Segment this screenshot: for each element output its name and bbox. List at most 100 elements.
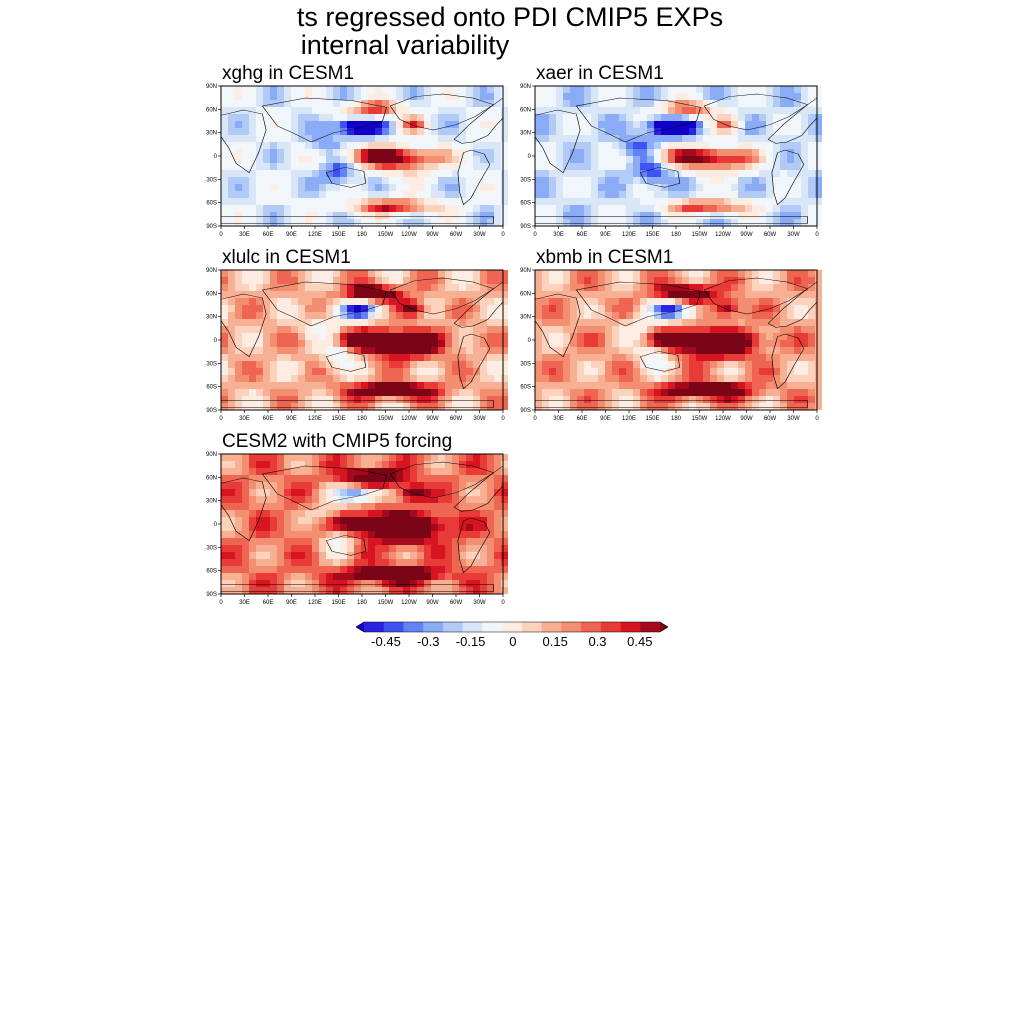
- field-cell: [815, 198, 822, 205]
- field-cell: [584, 368, 591, 375]
- field-cell: [710, 128, 717, 135]
- field-cell: [445, 163, 452, 170]
- field-cell: [501, 156, 508, 163]
- field-cell: [633, 86, 640, 93]
- field-cell: [487, 538, 494, 545]
- field-cell: [661, 121, 668, 128]
- field-cell: [563, 284, 570, 291]
- field-cell: [445, 545, 452, 552]
- lat-tick-label: 30N: [206, 499, 217, 505]
- field-cell: [312, 368, 319, 375]
- field-cell: [703, 403, 710, 410]
- field-cell: [221, 128, 228, 135]
- colorbar-bin: [640, 622, 661, 632]
- field-cell: [361, 93, 368, 100]
- field-cell: [270, 496, 277, 503]
- field-cell: [752, 340, 759, 347]
- field-cell: [368, 277, 375, 284]
- field-cell: [724, 114, 731, 121]
- field-cell: [382, 545, 389, 552]
- field-cell: [375, 93, 382, 100]
- field-cell: [605, 163, 612, 170]
- lon-tick-label: 60W: [764, 416, 777, 422]
- field-cell: [375, 517, 382, 524]
- field-cell: [549, 368, 556, 375]
- field-cell: [801, 142, 808, 149]
- field-cell: [354, 403, 361, 410]
- field-cell: [661, 319, 668, 326]
- field-cell: [570, 212, 577, 219]
- field-cell: [284, 149, 291, 156]
- field-cell: [375, 482, 382, 489]
- field-cell: [312, 361, 319, 368]
- field-cell: [542, 100, 549, 107]
- field-cell: [752, 382, 759, 389]
- field-cell: [361, 100, 368, 107]
- field-cell: [270, 361, 277, 368]
- field-cell: [396, 128, 403, 135]
- field-cell: [731, 270, 738, 277]
- field-cell: [738, 177, 745, 184]
- field-cell: [605, 319, 612, 326]
- field-cell: [459, 170, 466, 177]
- field-cell: [542, 326, 549, 333]
- field-cell: [270, 121, 277, 128]
- field-cell: [668, 219, 675, 226]
- field-cell: [752, 93, 759, 100]
- field-cell: [710, 114, 717, 121]
- field-cell: [794, 375, 801, 382]
- field-cell: [368, 559, 375, 566]
- field-cell: [794, 368, 801, 375]
- field-cell: [291, 340, 298, 347]
- field-cell: [242, 86, 249, 93]
- field-cell: [703, 284, 710, 291]
- field-cell: [284, 212, 291, 219]
- field-cell: [256, 573, 263, 580]
- field-cell: [487, 403, 494, 410]
- field-cell: [473, 375, 480, 382]
- field-cell: [703, 375, 710, 382]
- field-cell: [563, 277, 570, 284]
- field-cell: [277, 163, 284, 170]
- field-cell: [696, 312, 703, 319]
- field-cell: [501, 403, 508, 410]
- field-cell: [773, 347, 780, 354]
- field-cell: [263, 212, 270, 219]
- field-cell: [389, 305, 396, 312]
- field-cell: [319, 580, 326, 587]
- field-cell: [766, 305, 773, 312]
- field-cell: [549, 312, 556, 319]
- field-cell: [235, 319, 242, 326]
- field-cell: [368, 580, 375, 587]
- field-cell: [389, 170, 396, 177]
- field-cell: [361, 86, 368, 93]
- field-cell: [424, 291, 431, 298]
- field-cell: [542, 396, 549, 403]
- field-cell: [745, 340, 752, 347]
- field-cell: [535, 270, 542, 277]
- field-cell: [745, 163, 752, 170]
- field-cell: [577, 135, 584, 142]
- field-cell: [396, 538, 403, 545]
- field-cell: [354, 496, 361, 503]
- field-cell: [542, 205, 549, 212]
- field-cell: [626, 403, 633, 410]
- field-cell: [808, 291, 815, 298]
- field-cell: [270, 382, 277, 389]
- field-cell: [710, 135, 717, 142]
- field-cell: [319, 552, 326, 559]
- field-cell: [417, 354, 424, 361]
- lon-tick-label: 180: [357, 416, 368, 422]
- field-cell: [347, 93, 354, 100]
- field-cell: [787, 298, 794, 305]
- field-cell: [298, 347, 305, 354]
- field-cell: [738, 277, 745, 284]
- field-cell: [675, 156, 682, 163]
- field-cell: [794, 305, 801, 312]
- field-cell: [501, 559, 508, 566]
- field-cell: [389, 461, 396, 468]
- field-cell: [745, 403, 752, 410]
- field-cell: [277, 361, 284, 368]
- field-cell: [347, 531, 354, 538]
- field-cell: [647, 114, 654, 121]
